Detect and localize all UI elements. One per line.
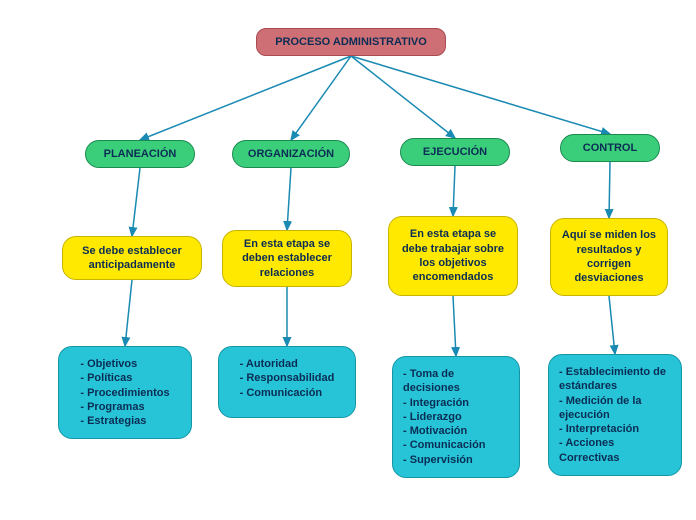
- desc-control: Aquí se miden los resultados y corrigen …: [550, 218, 668, 296]
- desc-label: Aquí se miden los resultados y corrigen …: [561, 228, 657, 285]
- items-list-entry: Estrategias: [80, 414, 169, 428]
- items-list-entry: Motivación: [403, 424, 509, 438]
- phase-ejecucion: EJECUCIÓN: [400, 138, 510, 166]
- items-list-entry: Comunicación: [403, 438, 509, 452]
- items-list-entry: Autoridad: [240, 357, 335, 371]
- items-list-entry: Responsabilidad: [240, 371, 335, 385]
- edge-arrow: [351, 56, 455, 138]
- items-list-entry: Políticas: [80, 371, 169, 385]
- items-list-entry: Toma de decisiones: [403, 367, 509, 396]
- items-list-entry: Liderazgo: [403, 410, 509, 424]
- items-list: Establecimiento de estándaresMedición de…: [559, 365, 671, 465]
- phase-label: EJECUCIÓN: [423, 145, 487, 159]
- phase-control: CONTROL: [560, 134, 660, 162]
- desc-label: Se debe establecer anticipadamente: [73, 244, 191, 273]
- edge-arrow: [609, 296, 615, 354]
- phase-planeacion: PLANEACIÓN: [85, 140, 195, 168]
- desc-label: En esta etapa se deben establecer relaci…: [233, 237, 341, 280]
- items-list-entry: Acciones Correctivas: [559, 436, 671, 465]
- edge-arrow: [125, 280, 132, 346]
- items-planeacion: ObjetivosPolíticasProcedimientosPrograma…: [58, 346, 192, 439]
- root-label: PROCESO ADMINISTRATIVO: [275, 35, 427, 49]
- items-list-entry: Establecimiento de estándares: [559, 365, 671, 394]
- edge-arrow: [453, 296, 456, 356]
- edge-arrow: [132, 168, 140, 236]
- items-list: AutoridadResponsabilidadComunicación: [240, 357, 335, 400]
- edge-arrow: [140, 56, 351, 140]
- edge-arrow: [609, 162, 610, 218]
- phase-label: PLANEACIÓN: [104, 147, 177, 161]
- desc-planeacion: Se debe establecer anticipadamente: [62, 236, 202, 280]
- edge-arrow: [453, 166, 455, 216]
- desc-ejecucion: En esta etapa se debe trabajar sobre los…: [388, 216, 518, 296]
- root-node: PROCESO ADMINISTRATIVO: [256, 28, 446, 56]
- phase-organizacion: ORGANIZACIÓN: [232, 140, 350, 168]
- desc-organizacion: En esta etapa se deben establecer relaci…: [222, 230, 352, 287]
- items-ejecucion: Toma de decisionesIntegraciónLiderazgoMo…: [392, 356, 520, 478]
- items-list-entry: Supervisión: [403, 453, 509, 467]
- edge-arrow: [291, 56, 351, 140]
- desc-label: En esta etapa se debe trabajar sobre los…: [399, 227, 507, 284]
- items-list-entry: Programas: [80, 400, 169, 414]
- phase-label: ORGANIZACIÓN: [248, 147, 334, 161]
- items-list-entry: Objetivos: [80, 357, 169, 371]
- items-list: ObjetivosPolíticasProcedimientosPrograma…: [80, 357, 169, 428]
- items-list-entry: Procedimientos: [80, 386, 169, 400]
- edge-arrow: [351, 56, 610, 134]
- items-control: Establecimiento de estándaresMedición de…: [548, 354, 682, 476]
- phase-label: CONTROL: [583, 141, 637, 155]
- edge-arrow: [287, 168, 291, 230]
- items-organizacion: AutoridadResponsabilidadComunicación: [218, 346, 356, 418]
- items-list-entry: Comunicación: [240, 386, 335, 400]
- items-list-entry: Medición de la ejecución: [559, 394, 671, 423]
- items-list-entry: Interpretación: [559, 422, 671, 436]
- items-list-entry: Integración: [403, 396, 509, 410]
- items-list: Toma de decisionesIntegraciónLiderazgoMo…: [403, 367, 509, 467]
